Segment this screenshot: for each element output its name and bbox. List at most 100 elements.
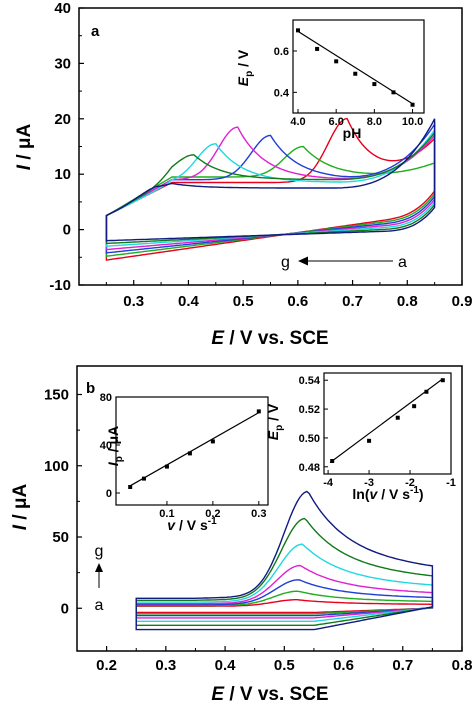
panel-a-x-ticks: 0.3 0.4 0.5 0.6 0.7 0.8 0.9 xyxy=(105,280,473,310)
panel-b-inset-left-y-label: Ip / μA xyxy=(105,426,125,466)
x-tick-label: 0.8 xyxy=(397,293,418,310)
inset-fit-line xyxy=(329,378,444,463)
x-tick-label: 0.5 xyxy=(233,293,254,310)
panel-b-annotation-a: a xyxy=(95,597,104,614)
inset-x-tick-label: 8.0 xyxy=(367,116,382,128)
x-tick-label: 0.7 xyxy=(392,657,413,674)
cv-curve-7 xyxy=(105,118,436,242)
y-tick-label: 150 xyxy=(44,387,69,404)
inset-x-tick-label: 0.2 xyxy=(205,508,220,520)
panel-a-y-ticks: -10 0 10 20 30 40 xyxy=(49,0,84,294)
inset-data-point xyxy=(410,102,415,107)
inset-data-point xyxy=(353,71,358,76)
inset-data-point xyxy=(210,439,215,444)
panel-b-frame xyxy=(76,365,463,652)
panel-b-inset-right-frame xyxy=(323,372,452,475)
panel-a-y-label: I / μA xyxy=(14,123,35,170)
inset-y-tick-label: 0.52 xyxy=(299,404,320,416)
inset-y-tick-label: 0.48 xyxy=(299,462,320,474)
x-tick-label: 0.5 xyxy=(274,657,295,674)
panel-b-y-label: I / μA xyxy=(10,483,31,530)
y-tick-label: 40 xyxy=(54,0,71,17)
x-tick-label: 0.3 xyxy=(155,657,176,674)
inset-data-point xyxy=(315,46,320,51)
inset-y-tick-label: 80 xyxy=(100,392,112,404)
panel-b-inset-right-content: -4 -3 -2 -1 0.48 0.50 0.52 0.54 xyxy=(299,375,456,489)
inset-y-tick-label: 0.50 xyxy=(299,433,320,445)
panel-b-inset-left-content: 0.1 0.2 0.3 0 40 80 xyxy=(100,392,267,520)
panel-a-curves xyxy=(105,117,436,261)
inset-data-point xyxy=(330,459,335,464)
y-tick-label: 10 xyxy=(54,166,71,183)
panel-a-inset-y-label: Ep / V xyxy=(235,49,255,86)
panel-a-inset-x-label: pH xyxy=(343,125,362,141)
x-tick-label: 0.4 xyxy=(215,657,237,674)
y-tick-label: 0 xyxy=(61,600,69,617)
inset-data-point xyxy=(391,90,396,95)
panel-a-label: a xyxy=(91,23,100,40)
panel-b-y-ticks: 0 50 100 150 xyxy=(44,387,82,617)
panel-b-x-ticks: 0.2 0.3 0.4 0.5 0.6 0.7 0.8 xyxy=(96,646,472,674)
inset-data-point xyxy=(395,415,400,420)
inset-x-tick-label: 4.0 xyxy=(290,116,305,128)
inset-data-point xyxy=(412,404,417,409)
inset-data-point xyxy=(256,409,261,414)
inset-data-point xyxy=(128,485,133,489)
x-tick-label: 0.6 xyxy=(287,293,308,310)
inset-data-point xyxy=(296,28,300,33)
inset-x-tick-label: 6.0 xyxy=(329,116,344,128)
x-tick-label: 0.2 xyxy=(96,657,117,674)
panel-b-annotation-g: g xyxy=(95,543,104,560)
x-tick-label: 0.7 xyxy=(342,293,363,310)
panel-a-inset: 4.0 6.0 8.0 10.0 0.4 0.6 pH Ep / V xyxy=(235,19,425,141)
inset-x-tick-label: -4 xyxy=(323,477,334,489)
panel-b-x-label: E / V vs. SCE xyxy=(211,684,328,705)
inset-fit-line xyxy=(129,412,260,487)
inset-data-point xyxy=(440,378,445,383)
inset-data-point xyxy=(164,464,169,469)
panel-a: a 0.3 0.4 0.5 0.6 0.7 0.8 0.9 -10 0 10 20 30 40 E /… xyxy=(14,0,472,349)
x-tick-label: 0.9 xyxy=(452,293,473,310)
panel-a-annotation-g: g xyxy=(281,254,290,271)
panel-b-inset-left: 0.1 0.2 0.3 0 40 80 v / V s-1 Ip / μA xyxy=(100,392,269,533)
inset-data-point xyxy=(334,59,339,64)
y-tick-label: 50 xyxy=(52,529,69,546)
inset-y-tick-label: 0.4 xyxy=(274,87,290,99)
x-tick-label: 0.6 xyxy=(333,657,354,674)
panel-b-label: b xyxy=(86,380,95,397)
inset-x-tick-label: -1 xyxy=(446,477,456,489)
panel-a-arrow-head xyxy=(298,256,308,266)
inset-y-tick-label: 0.6 xyxy=(274,46,289,58)
panel-a-annotation-a: a xyxy=(398,254,407,271)
inset-y-tick-label: 0 xyxy=(106,488,112,500)
inset-data-point xyxy=(424,389,429,394)
panel-a-x-label: E / V vs. SCE xyxy=(211,328,328,349)
x-tick-label: 0.4 xyxy=(178,293,200,310)
inset-y-tick-label: 40 xyxy=(100,440,112,452)
cv-curve-7 xyxy=(135,490,434,631)
inset-x-tick-label: -2 xyxy=(405,477,415,489)
panel-b-arrow-head xyxy=(95,563,103,572)
y-tick-label: -10 xyxy=(49,277,71,294)
panel-b-inset-right-x-label: ln(v / V s-1) xyxy=(352,485,423,502)
y-tick-label: 30 xyxy=(54,55,71,72)
inset-x-tick-label: 0.1 xyxy=(159,508,174,520)
x-tick-label: 0.8 xyxy=(452,657,473,674)
panel-b: b 0.2 0.3 0.4 0.5 0.6 0.7 0.8 0 50 100 150 E / V … xyxy=(10,365,472,705)
y-tick-label: 100 xyxy=(44,458,69,475)
panel-b-inset-right: -4 -3 -2 -1 0.48 0.50 0.52 0.54 ln(v / V s-1) E… xyxy=(265,372,456,502)
y-tick-label: 20 xyxy=(54,111,71,128)
x-tick-label: 0.3 xyxy=(123,293,144,310)
y-tick-label: 0 xyxy=(63,222,71,239)
inset-x-tick-label: -3 xyxy=(364,477,374,489)
panel-b-curves xyxy=(135,490,434,631)
inset-data-point xyxy=(141,476,146,481)
inset-x-tick-label: 10.0 xyxy=(402,116,423,128)
inset-data-point xyxy=(367,438,372,443)
panel-b-inset-left-x-label: v / V s-1 xyxy=(167,516,217,533)
panel-b-inset-right-y-label: Ep / V xyxy=(265,403,285,440)
panel-a-inset-content: 4.0 6.0 8.0 10.0 0.4 0.6 xyxy=(274,28,423,128)
inset-data-point xyxy=(187,451,192,456)
inset-y-tick-label: 0.54 xyxy=(299,375,321,387)
